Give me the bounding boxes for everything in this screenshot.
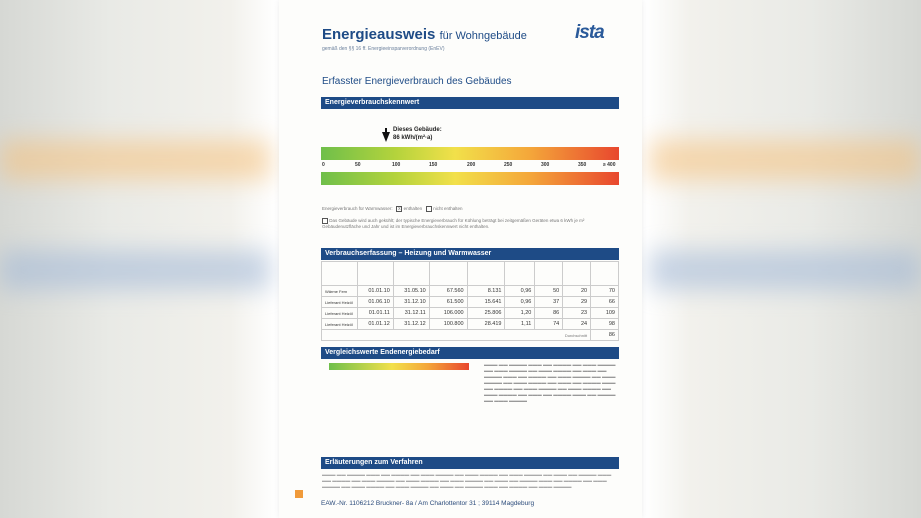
cooling-checkbox[interactable] bbox=[322, 218, 328, 224]
erlaeuterung-text: ▬▬▬ ▬▬ ▬▬▬▬ ▬▬▬ ▬▬ ▬▬▬▬ ▬▬ ▬▬▬ ▬▬▬▬ ▬▬ ▬… bbox=[322, 472, 612, 489]
down-arrow-icon bbox=[382, 132, 390, 142]
table-row: Lieferant Heizöl 01.01.12 31.12.12 100.8… bbox=[321, 318, 619, 330]
tick: 50 bbox=[355, 162, 361, 168]
comparison-scale bbox=[329, 363, 469, 370]
tick: 200 bbox=[467, 162, 476, 168]
tick: 100 bbox=[392, 162, 401, 168]
comparison-text: ▬▬▬ ▬▬ ▬▬▬▬ ▬▬▬ ▬▬ ▬▬▬▬ ▬▬ ▬▬▬ ▬▬▬▬ ▬▬ ▬… bbox=[484, 362, 616, 403]
erlaeuterung-header: Erläuterungen zum Verfahren bbox=[321, 457, 619, 469]
table-row: Lieferant Heizöl 01.01.11 31.12.11 106.0… bbox=[321, 307, 619, 319]
table-row: Lieferant Heizöl 01.06.10 31.12.10 61.50… bbox=[321, 296, 619, 308]
background-blur bbox=[650, 250, 921, 290]
enthalten-checkbox[interactable]: x bbox=[396, 206, 403, 212]
background-blur bbox=[650, 140, 921, 180]
cooling-note: Das Gebäude wird auch gekühlt; der typis… bbox=[322, 218, 585, 230]
background-blur bbox=[0, 140, 270, 180]
tick: 300 bbox=[541, 162, 550, 168]
verbrauch-header: Verbrauchserfassung – Heizung und Warmwa… bbox=[321, 248, 619, 260]
arrow-stem bbox=[385, 128, 387, 134]
table-header bbox=[321, 261, 619, 286]
tick: 0 bbox=[322, 162, 325, 168]
tick: 350 bbox=[578, 162, 587, 168]
ista-logo: ista bbox=[575, 22, 605, 43]
document-title: Energieausweis für Wohngebäude bbox=[322, 26, 527, 43]
tick: 250 bbox=[504, 162, 513, 168]
footer-text: EAW.-Nr. 1106212 Bruckner- 8a / Am Charl… bbox=[321, 500, 535, 507]
energy-scale-bottom bbox=[321, 172, 619, 185]
table-row-average: Durchschnitt 86 bbox=[320, 329, 619, 341]
tick: ≥ 400 bbox=[603, 162, 616, 168]
nicht-enthalten-checkbox[interactable] bbox=[425, 206, 432, 212]
energy-scale-ticks: 0 50 100 150 200 250 300 350 ≥ 400 bbox=[321, 162, 619, 170]
background-blur bbox=[0, 250, 270, 290]
kennwert-header: Energieverbrauchskennwert bbox=[321, 97, 619, 109]
document-subtitle: gemäß den §§ 16 ff. Energieeinsparverord… bbox=[322, 46, 445, 52]
energy-scale-top bbox=[321, 147, 619, 160]
vergleich-header: Vergleichswerte Endenergiebedarf bbox=[321, 347, 619, 359]
page-marker bbox=[295, 490, 303, 498]
document-page: Energieausweis für Wohngebäude gemäß den… bbox=[279, 0, 642, 518]
table-row: Wärme Fern 01.01.10 31.05.10 67.560 8.13… bbox=[321, 285, 619, 297]
consumption-table: Wärme Fern 01.01.10 31.05.10 67.560 8.13… bbox=[320, 261, 619, 341]
warmwater-row: Energieverbrauch für Warmwasser: x entha… bbox=[322, 206, 463, 212]
tick: 150 bbox=[429, 162, 438, 168]
this-building-label: Dieses Gebäude: 86 kWh/(m²·a) bbox=[393, 127, 442, 141]
section-title: Erfasster Energieverbrauch des Gebäudes bbox=[322, 76, 512, 87]
